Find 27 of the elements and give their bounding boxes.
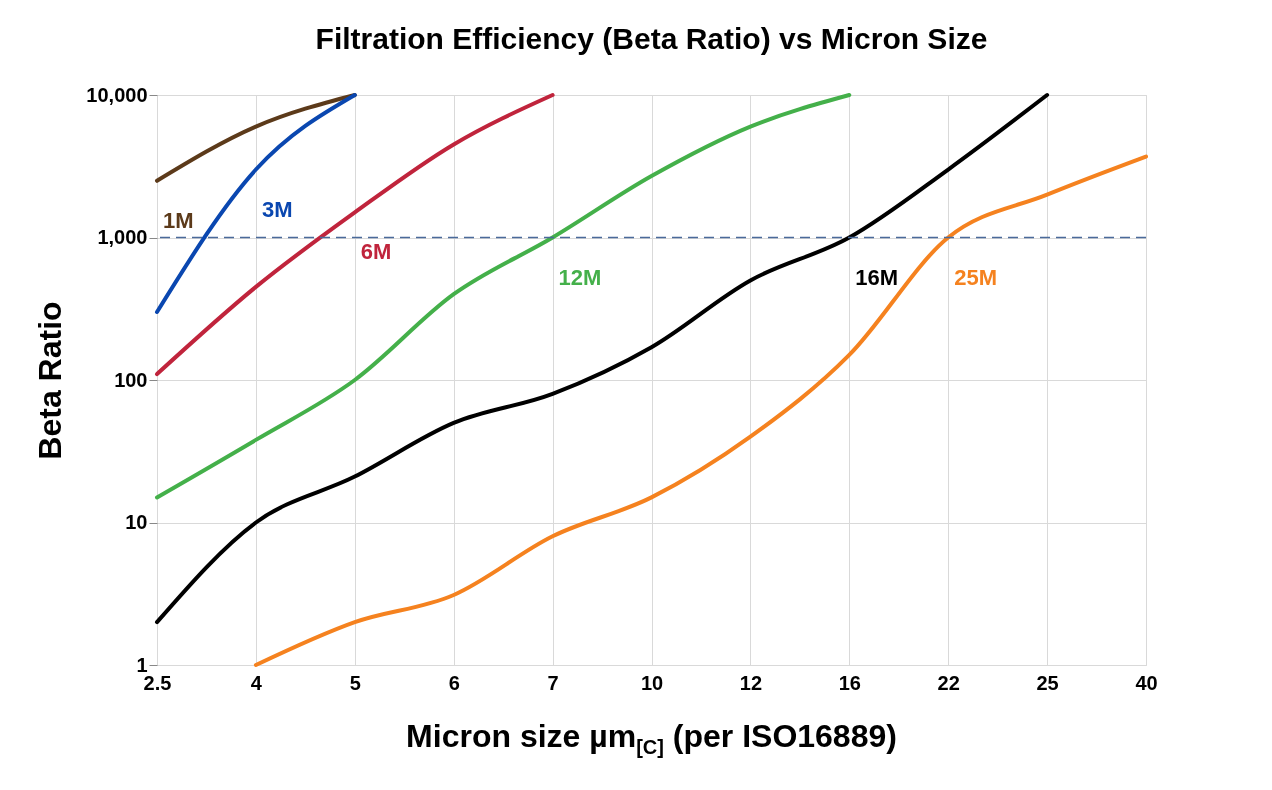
series-label: 3M: [261, 196, 293, 222]
series-label: 12M: [558, 264, 602, 290]
series-label: 25M: [954, 264, 997, 290]
y-tick-label: 100: [114, 368, 148, 391]
series-label: 6M: [360, 239, 392, 265]
x-tick-label: 16: [838, 671, 861, 694]
x-tick-label: 7: [547, 671, 559, 694]
line-series: [155, 93, 1050, 625]
x-tick-label: 12: [739, 671, 763, 694]
series-label: 1M: [163, 207, 194, 233]
x-tick-label: 5: [349, 671, 361, 694]
y-tick-label: 10: [125, 511, 148, 533]
y-tick-label: 1,000: [97, 226, 148, 248]
x-tick-label: 10: [640, 671, 664, 694]
x-tick-label: 40: [1135, 671, 1158, 694]
x-axis-title: Micron size µm$_{[C]}$ (per ISO16889): [405, 718, 898, 760]
line-series: [253, 154, 1148, 667]
x-tick-label: 25: [1036, 671, 1059, 694]
y-axis-title: Beta Ratio: [32, 301, 69, 460]
line-series: [155, 93, 852, 500]
y-tick-label: 10,000: [86, 83, 148, 106]
chart-title: Filtration Efficiency (Beta Ratio) vs Micron Size: [315, 22, 988, 55]
x-tick-label: 4: [250, 671, 263, 694]
x-tick-label: 6: [448, 671, 460, 694]
series-label: 16M: [855, 264, 899, 290]
line-series: [155, 93, 555, 377]
x-tick-label: 22: [937, 671, 960, 694]
